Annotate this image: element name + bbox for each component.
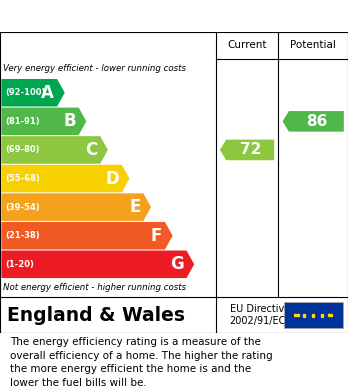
Text: Energy Efficiency Rating: Energy Efficiency Rating [10,7,239,25]
Polygon shape [1,79,65,106]
Polygon shape [1,222,173,249]
Text: D: D [105,170,119,188]
Text: F: F [151,227,162,245]
Text: (39-54): (39-54) [6,203,40,212]
Text: (21-38): (21-38) [6,231,40,240]
Text: 72: 72 [239,142,261,158]
Text: Very energy efficient - lower running costs: Very energy efficient - lower running co… [3,64,187,73]
Polygon shape [1,251,194,278]
Polygon shape [1,108,86,135]
Polygon shape [1,194,151,221]
Polygon shape [1,165,129,192]
Text: Current: Current [227,40,267,50]
Text: C: C [85,141,97,159]
Text: Not energy efficient - higher running costs: Not energy efficient - higher running co… [3,283,187,292]
Polygon shape [283,111,344,132]
Polygon shape [220,140,274,160]
Text: (1-20): (1-20) [6,260,34,269]
Text: G: G [170,255,184,273]
Text: England & Wales: England & Wales [7,306,185,325]
Text: (92-100): (92-100) [6,88,46,97]
Text: (69-80): (69-80) [6,145,40,154]
Text: B: B [63,112,76,130]
Text: A: A [41,84,54,102]
Text: (55-68): (55-68) [6,174,40,183]
Text: 86: 86 [306,114,327,129]
Text: (81-91): (81-91) [6,117,40,126]
Text: Potential: Potential [290,40,336,50]
Text: The energy efficiency rating is a measure of the
overall efficiency of a home. T: The energy efficiency rating is a measur… [10,337,273,388]
Bar [284,302,343,328]
Polygon shape [1,136,108,164]
Text: E: E [129,198,141,216]
Text: EU Directive
2002/91/EC: EU Directive 2002/91/EC [230,304,290,326]
